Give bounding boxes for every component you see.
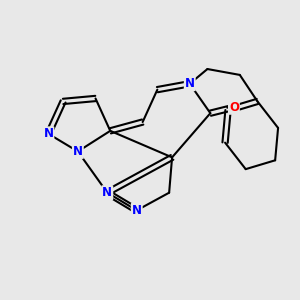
Text: N: N <box>73 145 83 158</box>
Text: N: N <box>185 77 195 90</box>
Text: N: N <box>44 127 53 140</box>
Text: N: N <box>132 204 142 217</box>
Text: O: O <box>229 101 239 114</box>
Text: N: N <box>102 186 112 199</box>
